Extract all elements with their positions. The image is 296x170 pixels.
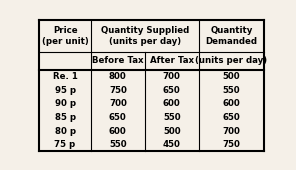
Text: 700: 700 [163,72,181,81]
Text: 75 p: 75 p [54,140,76,149]
Text: 750: 750 [223,140,240,149]
Text: 650: 650 [163,86,181,95]
Text: 750: 750 [109,86,127,95]
Text: (units per day): (units per day) [195,56,268,65]
Text: 500: 500 [223,72,240,81]
Text: 600: 600 [163,99,181,108]
Text: 650: 650 [109,113,127,122]
Text: 90 p: 90 p [54,99,76,108]
Text: Before Tax: Before Tax [92,56,144,65]
Text: 450: 450 [163,140,181,149]
Text: After Tax: After Tax [150,56,194,65]
Text: 550: 550 [163,113,181,122]
Text: 85 p: 85 p [54,113,76,122]
Text: 550: 550 [223,86,240,95]
Text: 650: 650 [223,113,240,122]
Text: 600: 600 [109,126,127,135]
Text: 700: 700 [109,99,127,108]
Text: 700: 700 [223,126,240,135]
Text: 550: 550 [109,140,127,149]
Text: Re. 1: Re. 1 [53,72,78,81]
Text: 800: 800 [109,72,127,81]
Text: Quantity Supplied
(units per day): Quantity Supplied (units per day) [101,26,189,46]
Text: 500: 500 [163,126,181,135]
Text: 95 p: 95 p [54,86,76,95]
Text: 600: 600 [223,99,240,108]
Text: 80 p: 80 p [54,126,76,135]
Text: Quantity
Demanded: Quantity Demanded [205,26,258,46]
Text: Price
(per unit): Price (per unit) [42,26,89,46]
